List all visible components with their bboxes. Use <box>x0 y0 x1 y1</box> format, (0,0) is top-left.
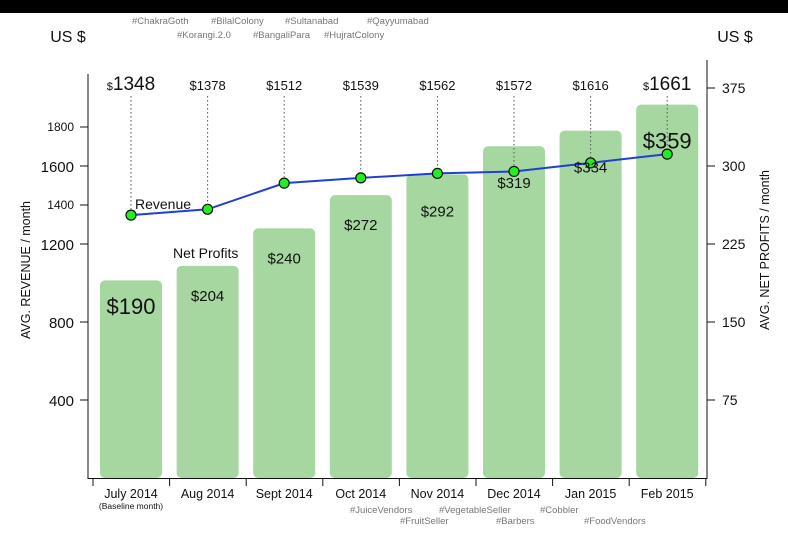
revenue-data-label: $1348 <box>107 74 155 95</box>
net-profit-bar <box>406 174 469 478</box>
revenue-line <box>125 148 673 221</box>
net-profits-series-label: Net Profits <box>173 245 238 261</box>
tag-juice-vendors: #JuiceVendors <box>350 505 413 516</box>
x-tick-label: Aug 2014 <box>181 487 235 501</box>
x-tick-label: Jan 2015 <box>565 487 616 501</box>
net-profit-bar <box>559 130 622 478</box>
net-profit-data-label: $204 <box>191 288 224 305</box>
tag-korangi: #Korangi.2.0 <box>177 30 231 41</box>
neighborhood-tags: #ChakraGoth #BilalColony #Sultanabad #Qa… <box>132 16 429 41</box>
x-tick-label: Nov 2014 <box>411 487 465 501</box>
right-tick-label: 75 <box>722 392 738 408</box>
right-axis-unit: US $ <box>717 29 753 46</box>
revenue-marker <box>584 157 597 169</box>
tag-food-vendors: #FoodVendors <box>584 516 646 527</box>
tag-vegetable-seller: #VegetableSeller <box>439 505 511 516</box>
right-tick-label: 300 <box>722 158 746 174</box>
net-profit-data-label: $319 <box>497 175 530 192</box>
left-tick-label: 1400 <box>47 198 74 212</box>
net-profit-bar <box>636 104 699 478</box>
net-profit-bar <box>483 146 545 479</box>
revenue-marker <box>661 148 673 160</box>
revenue-series-label: Revenue <box>135 196 191 212</box>
net-profit-data-label: $190 <box>107 294 156 319</box>
revenue-data-label: $1616 <box>573 78 609 93</box>
revenue-marker <box>431 167 443 180</box>
net-profit-bar <box>176 265 239 478</box>
revenue-guide-lines <box>130 96 668 210</box>
left-tick-label: 1800 <box>47 120 74 134</box>
x-tick-label: Oct 2014 <box>335 487 386 501</box>
net-profit-data-label: $359 <box>643 129 692 154</box>
right-tick-label: 225 <box>722 236 746 252</box>
left-tick-label: 1600 <box>41 159 74 176</box>
revenue-data-label: $1572 <box>496 78 532 93</box>
tag-bilal-colony: #BilalColony <box>211 16 264 27</box>
axes: 400 800 1200 1400 1600 1800 75 150 225 300 375 July… <box>41 60 746 501</box>
net-profit-bars <box>100 104 699 479</box>
right-axis-title: AVG. NET PROFITS / month <box>758 170 772 330</box>
right-tick-label: 375 <box>722 80 746 96</box>
revenue-line-path <box>130 153 668 217</box>
x-tick-label: Feb 2015 <box>641 487 694 501</box>
net-profit-data-label: $334 <box>574 160 607 177</box>
tag-qayyumabad: #Qayyumabad <box>367 16 429 27</box>
revenue-data-label: $1661 <box>643 74 691 95</box>
revenue-data-label: $1562 <box>419 78 455 93</box>
revenue-marker <box>278 177 290 189</box>
data-labels: $1348 $1378 $1512 $1539 $1562 $1572 $1616 $1661… <box>107 74 692 319</box>
vendor-tags: #JuiceVendors #VegetableSeller #Cobbler … <box>350 505 646 527</box>
revenue-data-label: $1539 <box>343 78 379 93</box>
tag-hujrat-colony: #HujratColony <box>324 30 384 41</box>
revenue-marker <box>355 172 367 184</box>
left-axis-title: AVG. REVENUE / month <box>19 201 33 339</box>
revenue-marker <box>508 165 520 178</box>
revenue-data-label: $1512 <box>266 78 302 93</box>
net-profit-bar <box>329 195 392 478</box>
left-tick-label: 400 <box>49 393 74 410</box>
net-profit-data-label: $292 <box>421 203 454 220</box>
net-profit-data-label: $240 <box>268 250 301 267</box>
tag-fruit-seller: #FruitSeller <box>400 516 449 527</box>
tag-barbers: #Barbers <box>496 516 535 527</box>
x-tick-label: July 2014 <box>104 487 158 501</box>
left-axis-unit: US $ <box>50 29 86 46</box>
right-tick-label: 150 <box>722 314 746 330</box>
net-profit-bar <box>100 280 162 478</box>
x-tick-label: Dec 2014 <box>487 487 541 501</box>
net-profit-bar <box>253 228 316 478</box>
revenue-marker <box>202 203 214 215</box>
left-tick-label: 1200 <box>41 237 74 254</box>
tag-cobbler: #Cobbler <box>540 505 579 516</box>
x-tick-label: Sept 2014 <box>256 487 313 501</box>
revenue-marker <box>125 209 137 221</box>
net-profit-data-label: $272 <box>344 217 377 234</box>
tag-bangali-para: #BangaliPara <box>253 30 311 41</box>
tag-sultanabad: #Sultanabad <box>285 16 338 27</box>
tag-chakra-goth: #ChakraGoth <box>132 16 189 27</box>
left-tick-label: 800 <box>49 315 74 332</box>
baseline-note: (Baseline month) <box>99 501 163 511</box>
revenue-data-label: $1378 <box>190 78 226 93</box>
